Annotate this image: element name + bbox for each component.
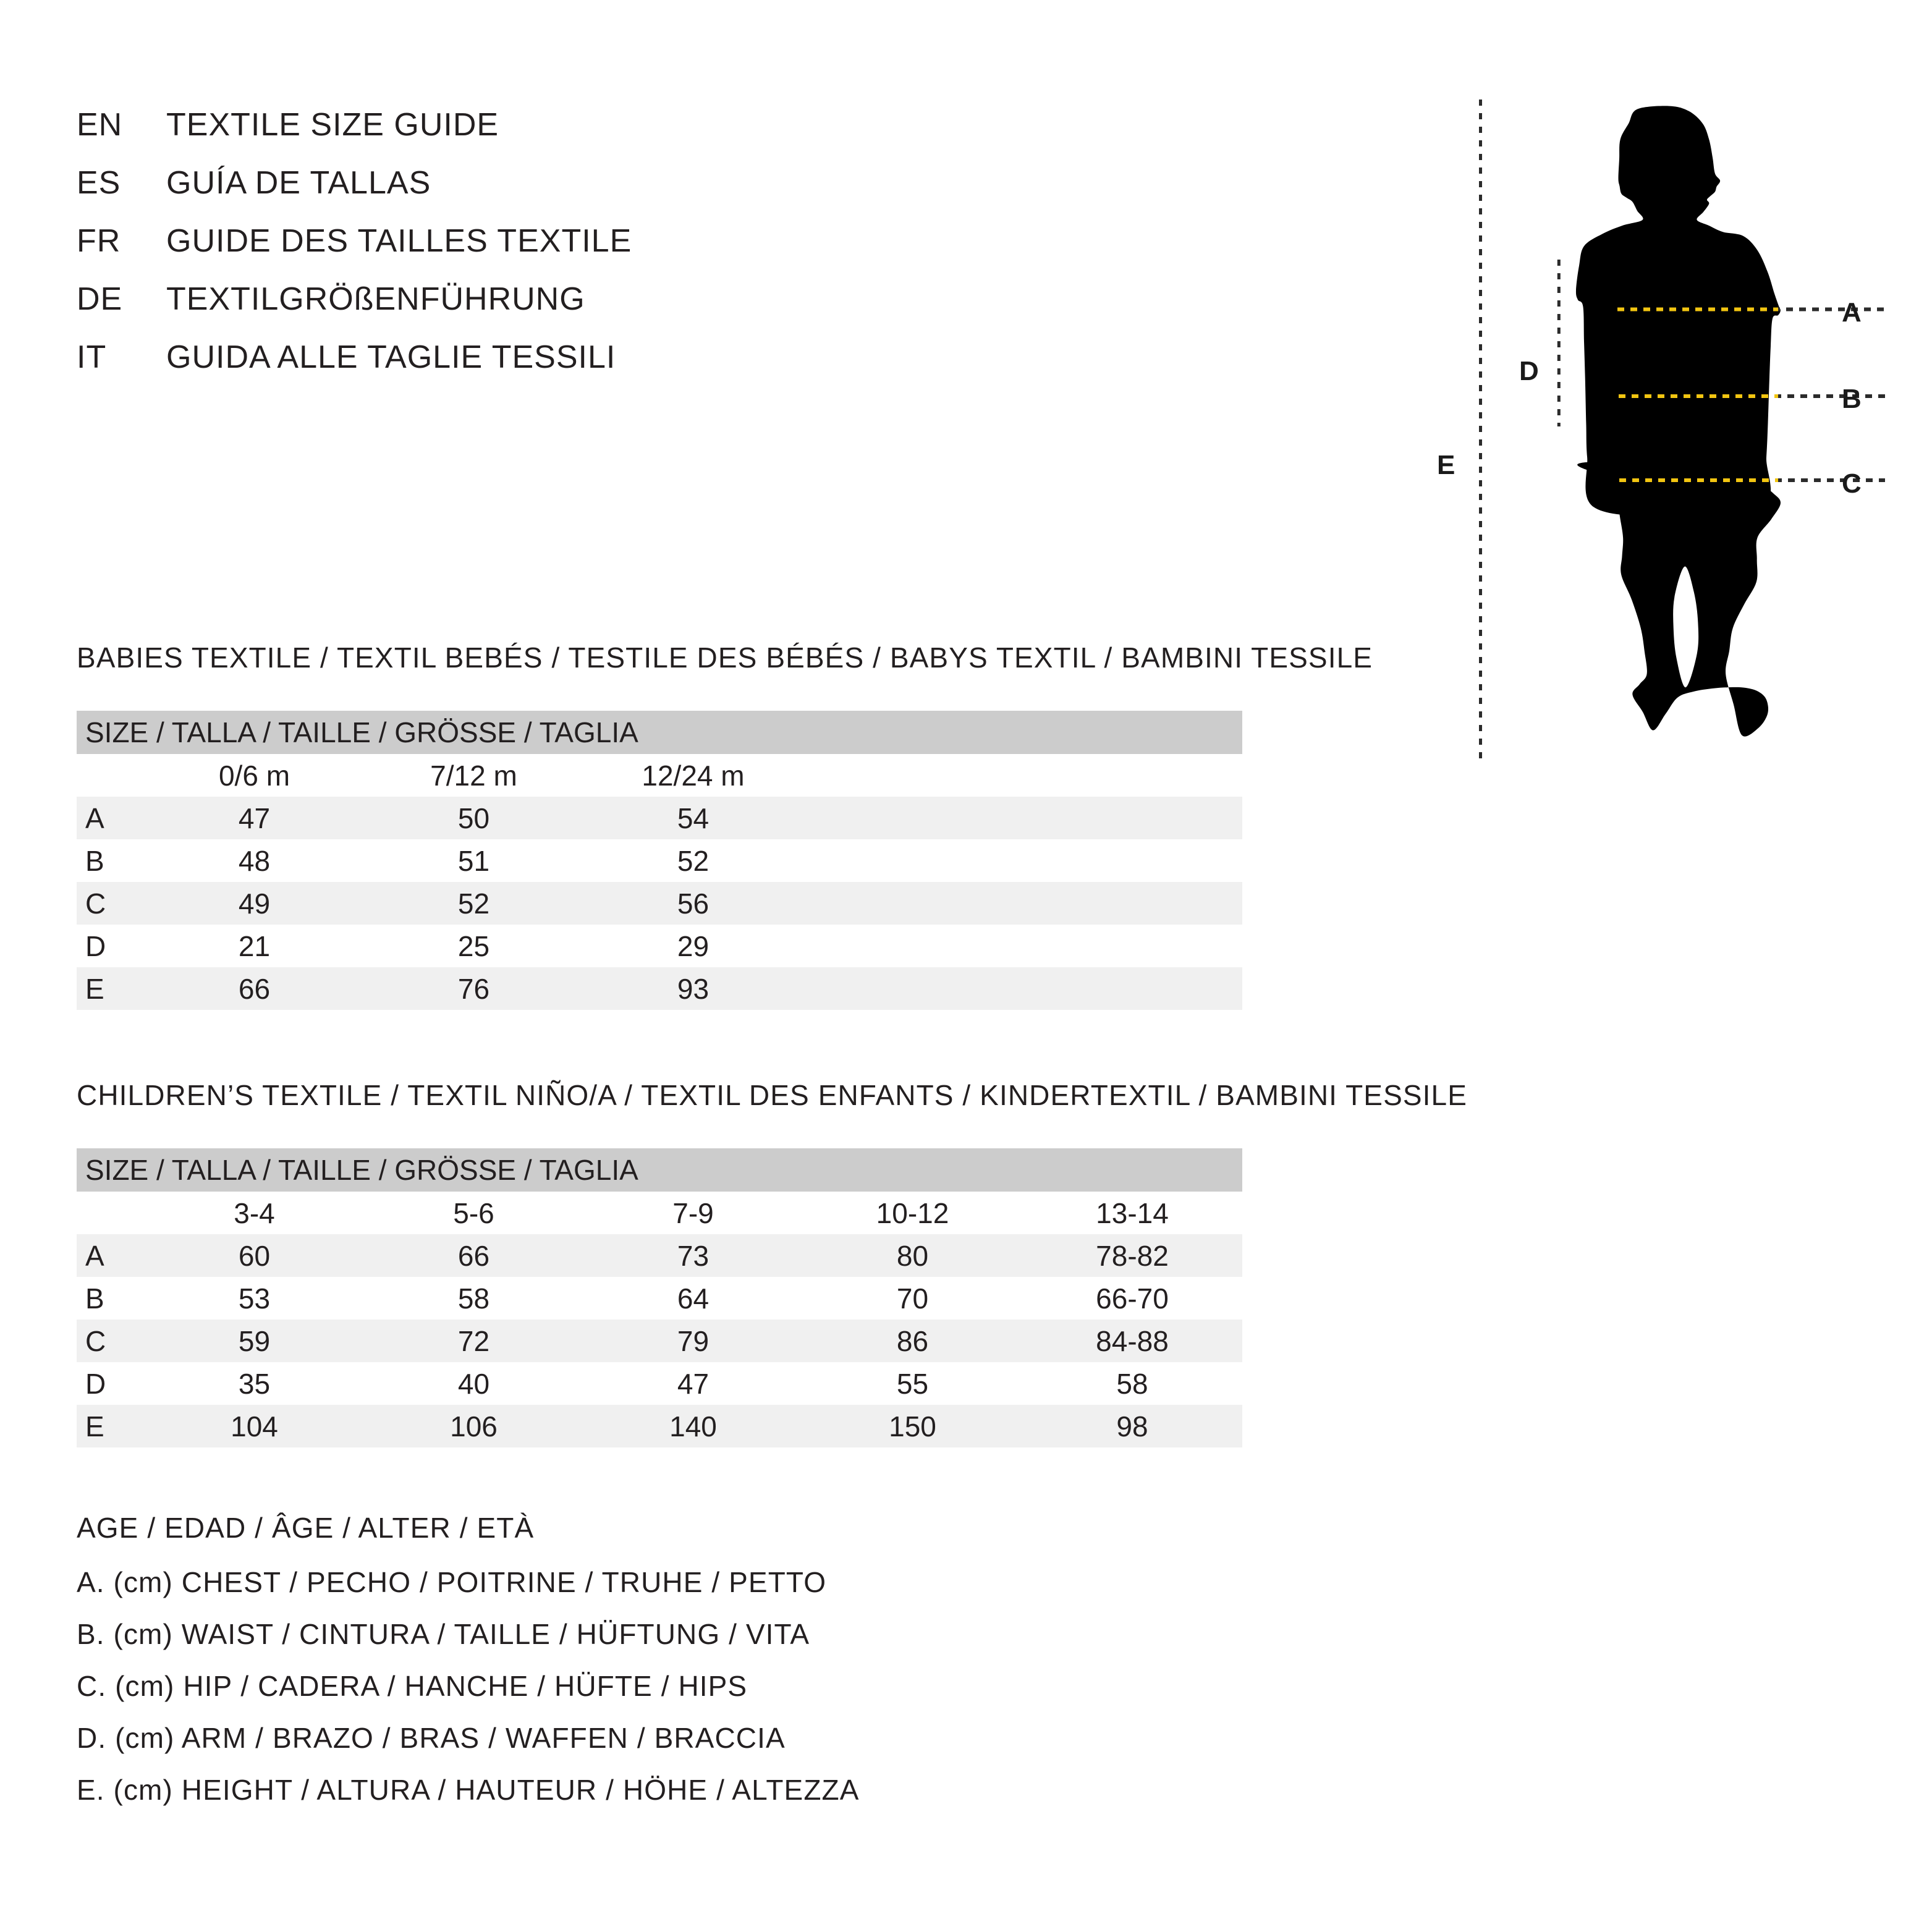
svg-text:C: C <box>1842 468 1862 499</box>
svg-text:D: D <box>1519 356 1539 386</box>
svg-text:E: E <box>1437 450 1455 480</box>
svg-text:A: A <box>1842 297 1862 328</box>
svg-text:B: B <box>1842 384 1862 414</box>
